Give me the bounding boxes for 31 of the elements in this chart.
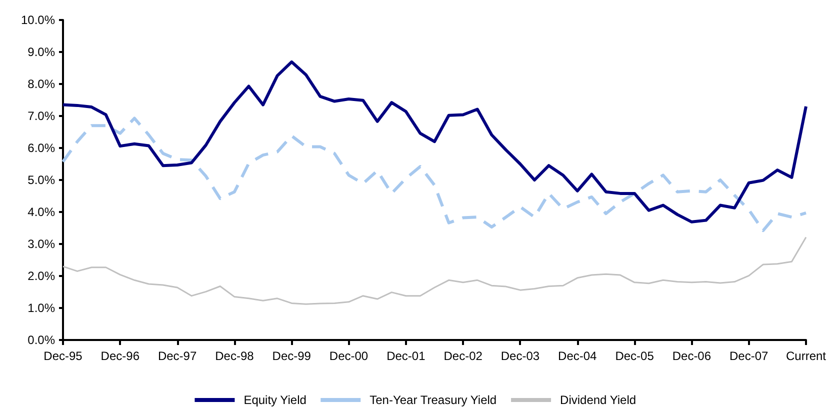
y-tick-label: 6.0%	[28, 141, 56, 155]
x-tick-label: Dec-06	[672, 349, 712, 363]
y-tick-label: 5.0%	[28, 173, 56, 187]
legend-label: Dividend Yield	[560, 393, 636, 407]
x-tick-label: Dec-04	[558, 349, 598, 363]
line-series	[62, 116, 808, 232]
x-tick-label: Dec-95	[44, 349, 83, 363]
y-tick-label: 3.0%	[28, 237, 56, 251]
x-tick-label: Dec-98	[215, 349, 254, 363]
line-series	[62, 60, 808, 224]
y-tick-label: 8.0%	[28, 77, 56, 91]
x-tick-label: Dec-00	[329, 349, 368, 363]
x-tick-label: Dec-02	[444, 349, 483, 363]
legend-label: Equity Yield	[244, 393, 306, 407]
y-tick-label: 2.0%	[28, 269, 56, 283]
x-tick-label: Current	[786, 349, 827, 363]
y-tick-label: 9.0%	[28, 45, 56, 59]
x-tick-label: Dec-07	[730, 349, 769, 363]
legend-label: Ten-Year Treasury Yield	[370, 393, 497, 407]
y-tick-label: 4.0%	[28, 205, 56, 219]
y-tick-label: 7.0%	[28, 109, 56, 123]
x-tick-label: Dec-97	[158, 349, 197, 363]
x-tick-label: Dec-03	[500, 349, 540, 363]
x-tick-label: Dec-01	[386, 349, 426, 363]
y-tick-label: 10.0%	[20, 13, 56, 27]
x-tick-label: Dec-99	[272, 349, 312, 363]
x-tick-label: Dec-05	[615, 349, 654, 363]
y-tick-label: 0.0%	[28, 333, 56, 347]
line-series	[62, 236, 807, 305]
y-tick-label: 1.0%	[28, 301, 56, 315]
x-tick-label: Dec-96	[100, 349, 140, 363]
